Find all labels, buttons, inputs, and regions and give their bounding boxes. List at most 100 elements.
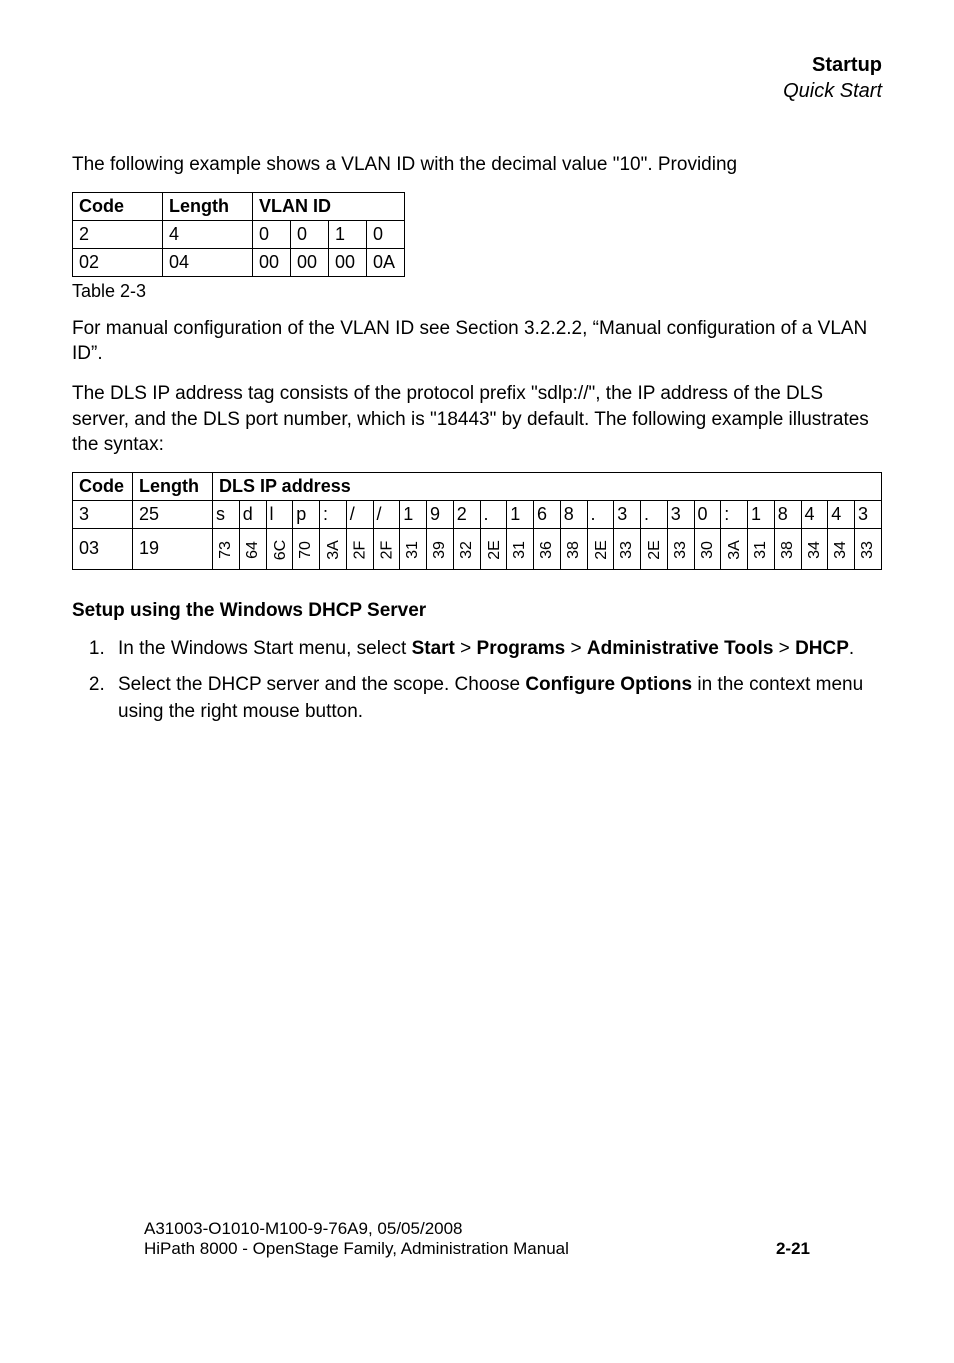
table2-addr-cell: 73 bbox=[213, 528, 240, 569]
step2-bold1: Configure Options bbox=[525, 674, 692, 695]
page-header: Startup Quick Start bbox=[72, 52, 882, 104]
table2-addr-cell: 2E bbox=[587, 528, 614, 569]
table2-addr-cell: 2 bbox=[453, 500, 480, 528]
table2-addr-cell: 6C bbox=[266, 528, 293, 569]
step1-bold2: Programs bbox=[477, 638, 566, 659]
table2-addr-cell: 70 bbox=[293, 528, 320, 569]
table2-addr-cell: 33 bbox=[667, 528, 694, 569]
steps-list: In the Windows Start menu, select Start … bbox=[72, 636, 882, 726]
table2-header-length: Length bbox=[133, 472, 213, 500]
table1-header-length: Length bbox=[163, 192, 253, 220]
table2-addr-cell: 4 bbox=[828, 500, 855, 528]
step1-sep1: > bbox=[455, 638, 477, 659]
table1-cell: 2 bbox=[73, 220, 163, 248]
step1-bold4: DHCP bbox=[795, 638, 849, 659]
table2-header-code: Code bbox=[73, 472, 133, 500]
table1-cell: 00 bbox=[329, 248, 367, 276]
step1-bold1: Start bbox=[412, 638, 455, 659]
table-row: 240010 bbox=[73, 220, 405, 248]
table1-cell: 00 bbox=[253, 248, 291, 276]
table1-cell: 0 bbox=[367, 220, 405, 248]
step1-sep2: > bbox=[565, 638, 587, 659]
table2-addr-cell: 1 bbox=[507, 500, 534, 528]
table-caption: Table 2-3 bbox=[72, 281, 882, 302]
table2-addr-cell: . bbox=[641, 500, 668, 528]
page-footer: A31003-O1010-M100-9-76A9, 05/05/2008 HiP… bbox=[144, 1219, 810, 1259]
dls-ip-table: CodeLengthDLS IP address325sdlp://192.16… bbox=[72, 472, 882, 570]
table1-cell: 00 bbox=[291, 248, 329, 276]
table2-addr-cell: 1 bbox=[400, 500, 427, 528]
header-title: Startup bbox=[72, 52, 882, 78]
footer-left: A31003-O1010-M100-9-76A9, 05/05/2008 HiP… bbox=[144, 1219, 569, 1259]
table2-addr-cell: 30 bbox=[694, 528, 721, 569]
table2-lead-cell: 03 bbox=[73, 528, 133, 569]
table1-cell: 1 bbox=[329, 220, 367, 248]
vlan-id-table: CodeLengthVLAN ID24001002040000000A bbox=[72, 192, 405, 277]
header-subtitle: Quick Start bbox=[72, 78, 882, 104]
step1-pre: In the Windows Start menu, select bbox=[118, 638, 412, 659]
table1-cell: 0 bbox=[291, 220, 329, 248]
table2-addr-cell: 0 bbox=[694, 500, 721, 528]
table1-header-vlanid: VLAN ID bbox=[253, 192, 405, 220]
table1-cell: 04 bbox=[163, 248, 253, 276]
table1-cell: 0 bbox=[253, 220, 291, 248]
table2-addr-cell: p bbox=[293, 500, 320, 528]
table2-addr-cell: 64 bbox=[239, 528, 266, 569]
table2-addr-cell: 2E bbox=[480, 528, 507, 569]
table2-addr-cell: 8 bbox=[560, 500, 587, 528]
table2-lead-cell: 19 bbox=[133, 528, 213, 569]
table-row: 325sdlp://192.168.3.30:18443 bbox=[73, 500, 882, 528]
table2-addr-cell: 31 bbox=[400, 528, 427, 569]
table2-addr-cell: 31 bbox=[748, 528, 775, 569]
table-row: 02040000000A bbox=[73, 248, 405, 276]
paragraph-vlan-config: For manual configuration of the VLAN ID … bbox=[72, 316, 882, 367]
table2-addr-cell: d bbox=[239, 500, 266, 528]
table2-addr-cell: 8 bbox=[774, 500, 801, 528]
table2-addr-cell: 32 bbox=[453, 528, 480, 569]
table2-addr-cell: 6 bbox=[534, 500, 561, 528]
step1-sep3: > bbox=[773, 638, 795, 659]
table2-addr-cell: 1 bbox=[748, 500, 775, 528]
table2-addr-cell: 3A bbox=[320, 528, 347, 569]
table1-header-code: Code bbox=[73, 192, 163, 220]
table2-addr-cell: 3 bbox=[667, 500, 694, 528]
table2-addr-cell: 31 bbox=[507, 528, 534, 569]
table2-addr-cell: 34 bbox=[828, 528, 855, 569]
table2-addr-cell: : bbox=[320, 500, 347, 528]
step-1: In the Windows Start menu, select Start … bbox=[110, 636, 882, 663]
table2-header-dlsip: DLS IP address bbox=[213, 472, 882, 500]
table1-cell: 4 bbox=[163, 220, 253, 248]
table2-addr-cell: 2F bbox=[373, 528, 400, 569]
table2-addr-cell: 2E bbox=[641, 528, 668, 569]
table2-addr-cell: s bbox=[213, 500, 240, 528]
step1-post: . bbox=[849, 638, 854, 659]
section-heading: Setup using the Windows DHCP Server bbox=[72, 600, 882, 622]
table2-addr-cell: 3 bbox=[855, 500, 882, 528]
table2-addr-cell: 3 bbox=[614, 500, 641, 528]
table2-addr-cell: / bbox=[346, 500, 373, 528]
table2-addr-cell: 33 bbox=[855, 528, 882, 569]
table1-cell: 02 bbox=[73, 248, 163, 276]
table2-addr-cell: 9 bbox=[427, 500, 454, 528]
table2-addr-cell: 38 bbox=[774, 528, 801, 569]
footer-line1: A31003-O1010-M100-9-76A9, 05/05/2008 bbox=[144, 1219, 569, 1239]
table1-cell: 0A bbox=[367, 248, 405, 276]
table2-addr-cell: 34 bbox=[801, 528, 828, 569]
table-row: 031973646C703A2F2F3139322E3136382E332E33… bbox=[73, 528, 882, 569]
table2-addr-cell: 2F bbox=[346, 528, 373, 569]
table2-addr-cell: 38 bbox=[560, 528, 587, 569]
table2-addr-cell: . bbox=[480, 500, 507, 528]
table2-addr-cell: . bbox=[587, 500, 614, 528]
table2-addr-cell: : bbox=[721, 500, 748, 528]
table2-addr-cell: 39 bbox=[427, 528, 454, 569]
step-2: Select the DHCP server and the scope. Ch… bbox=[110, 672, 882, 725]
table2-addr-cell: 3A bbox=[721, 528, 748, 569]
footer-line2: HiPath 8000 - OpenStage Family, Administ… bbox=[144, 1239, 569, 1259]
table2-addr-cell: 33 bbox=[614, 528, 641, 569]
table2-addr-cell: / bbox=[373, 500, 400, 528]
step2-pre: Select the DHCP server and the scope. Ch… bbox=[118, 674, 525, 695]
footer-page-number: 2-21 bbox=[776, 1239, 810, 1259]
paragraph-dls-ip: The DLS IP address tag consists of the p… bbox=[72, 381, 882, 458]
table2-addr-cell: 4 bbox=[801, 500, 828, 528]
table2-lead-cell: 25 bbox=[133, 500, 213, 528]
